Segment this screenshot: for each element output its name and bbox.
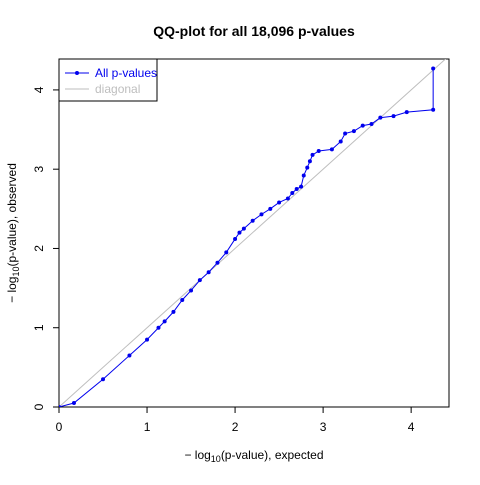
point <box>301 173 306 178</box>
y-tick-label: 0 <box>32 403 46 410</box>
point <box>369 122 374 127</box>
point <box>59 405 61 407</box>
point <box>360 123 365 128</box>
y-tick-label: 2 <box>32 245 46 252</box>
point <box>299 184 304 189</box>
label-sub: 10 <box>11 267 21 277</box>
point <box>250 218 255 223</box>
point <box>305 165 310 170</box>
plot-area <box>59 59 447 407</box>
point <box>316 148 321 153</box>
x-tick-label: 4 <box>408 420 415 434</box>
point <box>180 297 185 302</box>
point <box>404 110 409 115</box>
point <box>171 309 176 314</box>
chart-title: QQ-plot for all 18,096 p-values <box>153 23 355 39</box>
point <box>197 278 202 283</box>
point <box>101 377 106 382</box>
point <box>233 236 238 241</box>
point <box>127 353 132 358</box>
point <box>391 114 396 119</box>
point <box>71 401 76 406</box>
point <box>156 325 161 330</box>
point <box>277 200 282 205</box>
series-line <box>59 59 447 407</box>
y-axis-label: − log10(p-value), observed <box>5 163 21 303</box>
x-tick-label: 0 <box>56 420 63 434</box>
point <box>237 230 242 235</box>
legend-marker <box>75 71 79 75</box>
y-tick-label: 3 <box>32 166 46 173</box>
point <box>206 270 211 275</box>
point <box>329 147 334 152</box>
point <box>162 319 167 324</box>
legend-box <box>58 58 158 102</box>
x-tick-label: 3 <box>320 420 327 434</box>
label-part: (p-value), expected <box>221 448 324 462</box>
point <box>189 288 194 293</box>
point <box>224 250 229 255</box>
point <box>290 190 295 195</box>
point <box>351 129 356 134</box>
label-part: (p-value), observed <box>5 163 19 266</box>
label-sub: 10 <box>211 454 221 464</box>
point <box>378 115 383 120</box>
y-tick-label: 4 <box>32 86 46 93</box>
legend-label: All p-values <box>95 66 157 80</box>
x-tick-label: 1 <box>144 420 151 434</box>
plot-frame <box>58 58 450 408</box>
point <box>431 66 436 71</box>
point <box>241 226 246 231</box>
legend-label: diagonal <box>95 82 140 96</box>
point <box>294 187 299 192</box>
point <box>307 159 312 164</box>
point <box>310 152 315 157</box>
label-part: − log <box>184 448 210 462</box>
point <box>431 107 436 112</box>
point <box>259 212 264 217</box>
y-tick-label: 1 <box>32 324 46 331</box>
point <box>343 131 348 136</box>
point <box>145 337 150 342</box>
x-axis-label: − log10(p-value), expected <box>184 448 323 464</box>
point <box>268 206 273 211</box>
point <box>338 139 343 144</box>
label-part: − log <box>5 277 19 303</box>
point <box>215 260 220 265</box>
point <box>285 196 290 201</box>
x-tick-label: 2 <box>232 420 239 434</box>
